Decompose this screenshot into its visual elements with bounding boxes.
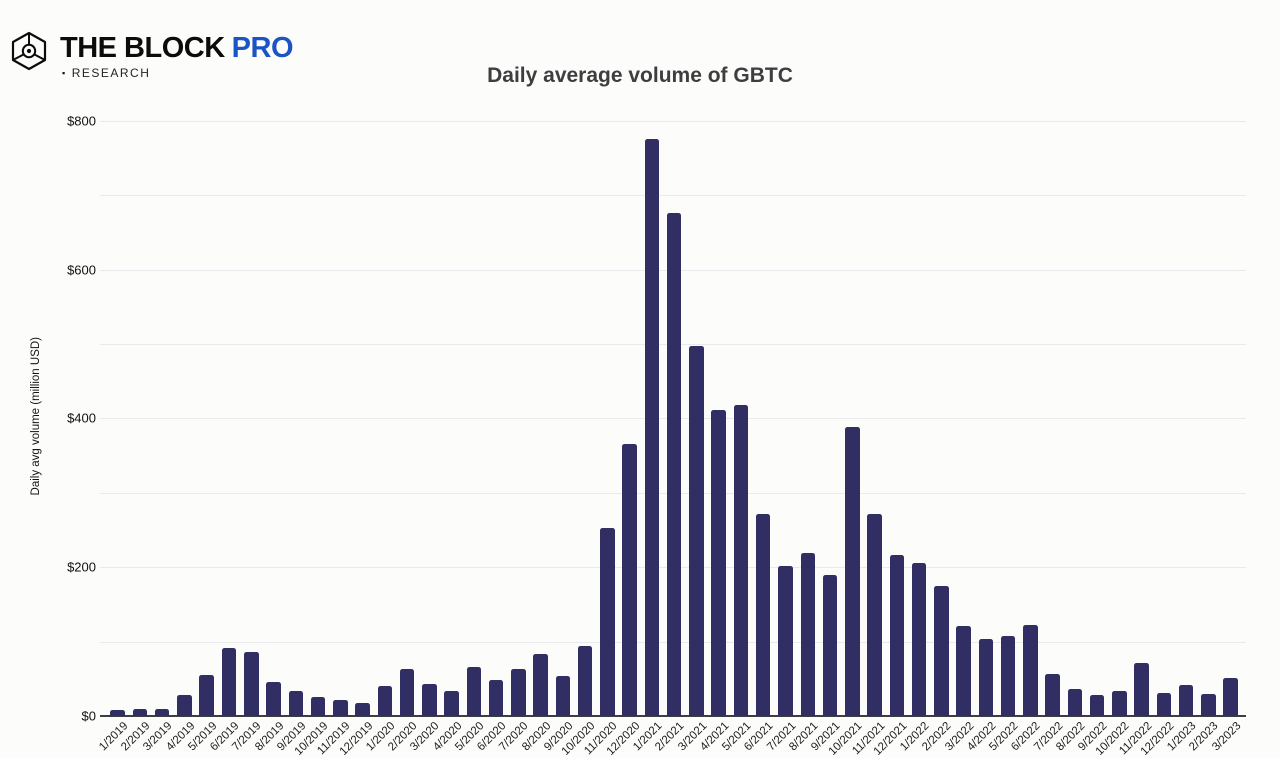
- y-tick-label: $400: [67, 410, 96, 426]
- chart-title: Daily average volume of GBTC: [487, 64, 793, 87]
- bar[interactable]: [978, 638, 994, 716]
- bar[interactable]: [132, 708, 148, 716]
- y-tick-label: $800: [67, 113, 96, 129]
- bar[interactable]: [867, 514, 882, 716]
- bar[interactable]: [1112, 691, 1127, 716]
- logo-the-block: THE BLOCK: [60, 32, 225, 64]
- bar[interactable]: [110, 710, 125, 716]
- bar[interactable]: [1045, 674, 1060, 716]
- bar[interactable]: [1089, 695, 1105, 716]
- bar[interactable]: [555, 675, 571, 716]
- bar[interactable]: [177, 695, 192, 716]
- bar[interactable]: [511, 669, 526, 716]
- bar[interactable]: [800, 553, 816, 716]
- logo-pro: PRO: [231, 32, 294, 64]
- bar[interactable]: [244, 652, 259, 716]
- the-block-cube-icon: [11, 31, 47, 71]
- x-axis-line: [100, 715, 1246, 717]
- bar[interactable]: [1178, 684, 1194, 716]
- bar[interactable]: [466, 666, 482, 716]
- bar[interactable]: [689, 346, 704, 716]
- bar[interactable]: [911, 562, 927, 716]
- logo-research: RESEARCH: [71, 66, 151, 80]
- gridline: [100, 195, 1246, 197]
- bar[interactable]: [644, 138, 660, 716]
- bar[interactable]: [488, 679, 504, 716]
- bar[interactable]: [1201, 693, 1216, 716]
- y-tick-label: $200: [67, 559, 96, 575]
- bar[interactable]: [600, 527, 615, 716]
- bar[interactable]: [755, 514, 771, 716]
- bar[interactable]: [1023, 625, 1038, 716]
- bar[interactable]: [199, 675, 214, 716]
- bar[interactable]: [310, 697, 326, 716]
- y-tick-label: $600: [67, 262, 96, 278]
- bar[interactable]: [221, 647, 237, 716]
- logo-research-line: ▪ RESEARCH: [62, 66, 150, 80]
- bar[interactable]: [333, 699, 348, 716]
- bar[interactable]: [1156, 692, 1172, 716]
- bar[interactable]: [399, 669, 415, 716]
- y-tick-label: $0: [81, 708, 96, 724]
- the-block-pro-logo[interactable]: THE BLOCK PRO ▪ RESEARCH: [8, 28, 308, 84]
- bar[interactable]: [956, 626, 971, 716]
- bar[interactable]: [444, 691, 459, 716]
- bar[interactable]: [733, 405, 749, 716]
- bar[interactable]: [355, 703, 370, 716]
- bar[interactable]: [934, 585, 949, 716]
- bar[interactable]: [422, 684, 437, 716]
- bullet-icon: ▪: [62, 68, 67, 78]
- bar[interactable]: [377, 686, 393, 716]
- bar[interactable]: [666, 213, 682, 716]
- bar[interactable]: [1134, 663, 1149, 716]
- bar[interactable]: [1067, 688, 1083, 716]
- bar[interactable]: [845, 427, 860, 716]
- bar[interactable]: [288, 690, 304, 716]
- bar[interactable]: [1000, 636, 1016, 716]
- bar[interactable]: [533, 653, 548, 716]
- bar[interactable]: [778, 565, 793, 716]
- bar[interactable]: [822, 574, 838, 716]
- bar[interactable]: [622, 443, 637, 716]
- bar[interactable]: [266, 681, 281, 716]
- logo-wordmark: THE BLOCK PRO: [60, 32, 294, 65]
- bar[interactable]: [577, 646, 593, 716]
- bar-chart-plot-area: $0 $200 $400 $600 $800 1/2019 2/2019 3/2019 4/20…: [67, 113, 1246, 758]
- bar[interactable]: [1223, 678, 1238, 716]
- bar[interactable]: [154, 708, 170, 716]
- gridline: [100, 120, 1246, 122]
- bar[interactable]: [889, 555, 905, 716]
- page: THE BLOCK PRO ▪ RESEARCH Daily average vol…: [8, 28, 1246, 758]
- bar[interactable]: [711, 410, 726, 716]
